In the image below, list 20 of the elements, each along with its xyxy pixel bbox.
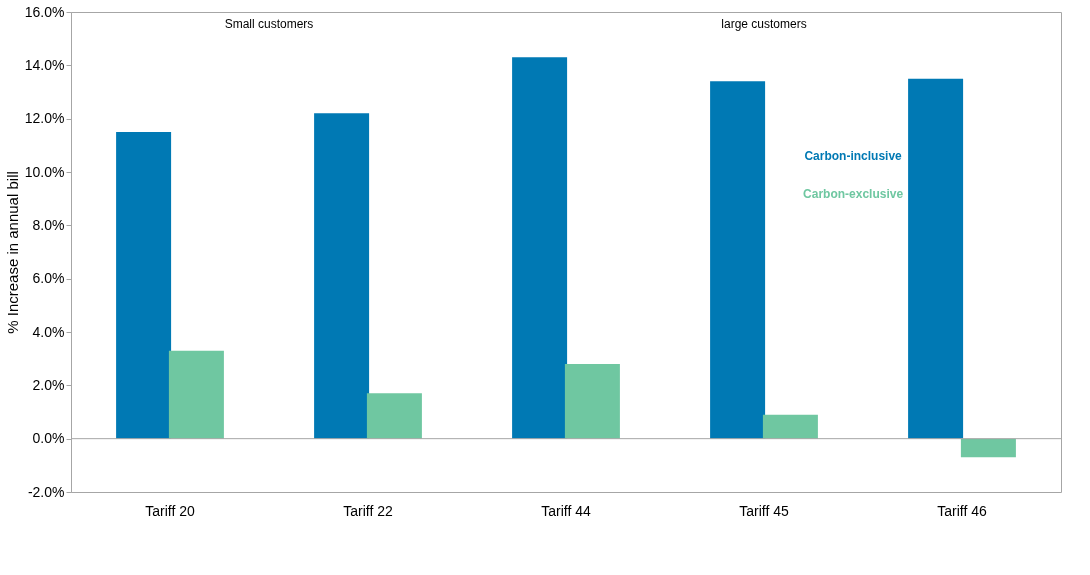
- y-tick-label: -2.0%: [27, 483, 65, 500]
- y-tick-label: 0.0%: [32, 430, 65, 447]
- y-tick-label: 4.0%: [32, 323, 65, 340]
- annotation: Small customers: [224, 17, 314, 31]
- annotation: large customers: [721, 17, 807, 31]
- y-axis-title: % Increase in annual bill: [3, 171, 21, 334]
- x-tick-label: Tariff 22: [343, 502, 393, 519]
- x-tick-label: Tariff 44: [541, 502, 591, 519]
- y-tick-label: 12.0%: [24, 110, 65, 127]
- y-tick-label: 14.0%: [24, 56, 65, 73]
- y-tick-label: 8.0%: [32, 216, 65, 233]
- y-tick-label: 10.0%: [24, 163, 65, 180]
- text: Carbon-exclusive: [803, 187, 904, 201]
- x-tick-label: Tariff 45: [739, 502, 789, 519]
- series-label: Carbon-inclusive: [804, 149, 903, 163]
- y-tick-label: 2.0%: [32, 376, 65, 393]
- x-tick-label: Tariff 20: [145, 502, 195, 519]
- y-tick-label: 6.0%: [32, 270, 65, 287]
- y-tick-label: 16.0%: [24, 3, 65, 20]
- x-tick-label: Tariff 46: [937, 502, 987, 519]
